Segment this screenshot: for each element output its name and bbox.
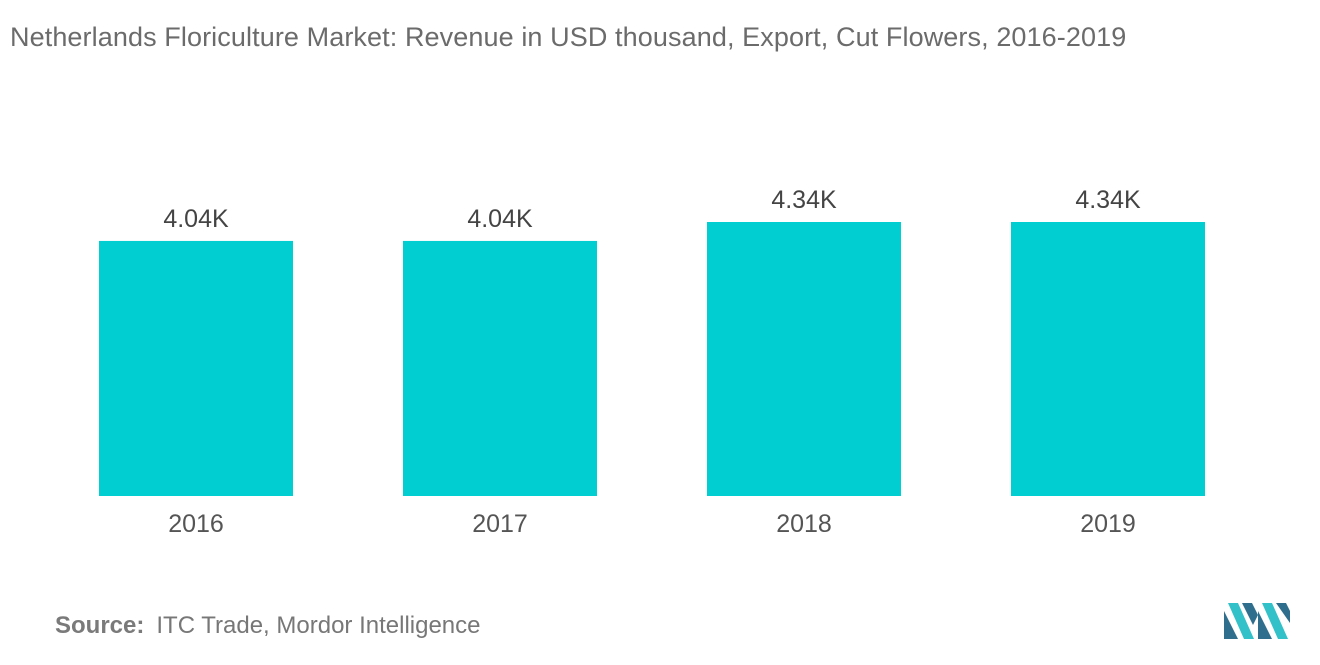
data-label-2016: 4.04K — [163, 205, 229, 233]
bar-2018 — [707, 222, 901, 496]
bar-2019 — [1011, 222, 1205, 496]
x-tick-label-2018: 2018 — [776, 510, 832, 538]
x-tick-label-2016: 2016 — [168, 510, 224, 538]
data-label-2017: 4.04K — [467, 205, 533, 233]
source-note: Source: ITC Trade, Mordor Intelligence — [55, 612, 481, 640]
chart-title: Netherlands Floriculture Market: Revenue… — [10, 22, 1127, 52]
bar-2017 — [403, 240, 597, 496]
x-tick-label-2017: 2017 — [472, 510, 528, 538]
bar-2016 — [99, 240, 293, 496]
source-value: ITC Trade, Mordor Intelligence — [156, 612, 481, 639]
x-tick-label-2019: 2019 — [1080, 510, 1136, 538]
bar-chart: 4.04K 2016 4.04K 2017 4.34K 2018 4.34K 2019 — [99, 186, 1205, 538]
source-label: Source: — [55, 612, 145, 639]
data-label-2018: 4.34K — [771, 186, 837, 214]
mordor-intelligence-logo — [1224, 603, 1290, 639]
data-label-2019: 4.34K — [1075, 186, 1141, 214]
